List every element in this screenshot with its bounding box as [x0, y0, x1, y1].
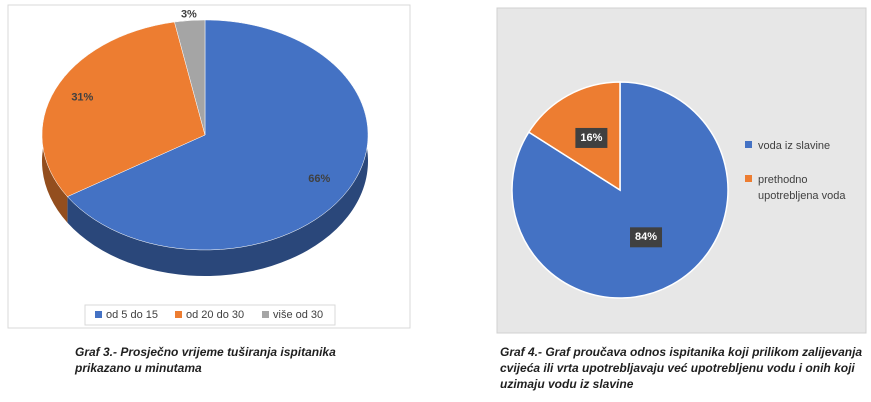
legend-label: prethodno upotrebljena voda: [758, 174, 846, 202]
data-label: 16%: [580, 132, 602, 144]
legend-label: od 5 do 15: [106, 309, 158, 321]
label-bg: [630, 227, 663, 248]
caption: Graf 3.- Prosječno vrijeme tuširanja isp…: [75, 345, 336, 375]
legend-swatch: [745, 175, 752, 182]
legend-swatch: [745, 141, 752, 148]
data-label: 3%: [181, 9, 197, 21]
legend-box: [84, 304, 336, 326]
legend-swatch: [175, 311, 182, 318]
legend-label: od 20 do 30: [186, 309, 244, 321]
slice: [511, 81, 729, 299]
legend-label: više od 30: [273, 309, 323, 321]
data-label: 84%: [635, 231, 657, 243]
caption: Graf 4.- Graf proučava odnos ispitanika …: [500, 345, 863, 391]
legend-label: voda iz slavine: [758, 140, 831, 152]
data-label: 31%: [71, 91, 93, 103]
slice: [41, 21, 206, 197]
data-label: 66%: [308, 173, 330, 185]
label-bg: [575, 127, 608, 148]
legend-swatch: [262, 311, 269, 318]
slice: [527, 81, 621, 192]
legend-swatch: [95, 311, 102, 318]
slice: [174, 19, 206, 136]
slice: [66, 19, 369, 251]
